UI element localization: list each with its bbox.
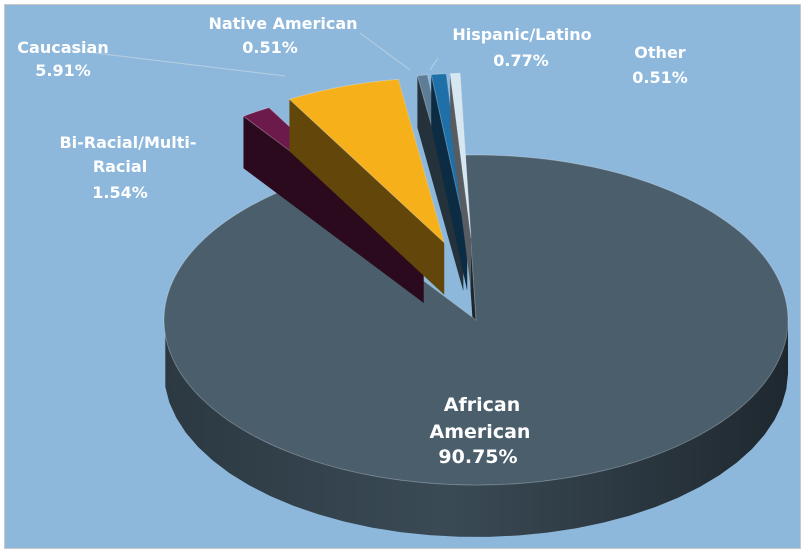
slice-side-african-american [165, 321, 789, 537]
leader-line-native-american [359, 32, 411, 71]
slice-caucasian [288, 78, 446, 295]
slice-wall-caucasian [289, 99, 445, 295]
slice-wall-hispanic-latino [431, 74, 468, 291]
slice-labels: Caucasian 5.91% Native American 0.51% Hi… [17, 14, 687, 468]
label-biracial-line2: Racial [93, 157, 147, 176]
label-biracial-line1: Bi-Racial/Multi- [59, 133, 196, 152]
value-african-american: 90.75% [438, 446, 517, 468]
slice-other [449, 72, 472, 291]
label-african-american-line2: American [430, 421, 531, 443]
leader-line-hispanic [429, 57, 439, 71]
slice-top-other [449, 72, 472, 239]
label-african-american-line1: African [444, 394, 520, 416]
value-caucasian: 5.91% [35, 61, 91, 80]
value-hispanic-latino: 0.77% [493, 51, 549, 70]
leader-line-caucasian [69, 49, 286, 77]
slice-top-african-american [163, 154, 789, 486]
value-biracial: 1.54% [92, 183, 148, 202]
label-hispanic-latino: Hispanic/Latino [452, 25, 591, 44]
label-native-american: Native American [208, 14, 357, 33]
pie-slices [163, 72, 789, 537]
slice-wall-other [450, 73, 472, 291]
slice-african-american [163, 154, 789, 537]
label-other: Other [634, 43, 685, 62]
value-native-american: 0.51% [242, 38, 298, 57]
value-other: 0.51% [632, 68, 688, 87]
slice-top-caucasian [288, 78, 446, 245]
label-caucasian: Caucasian [17, 38, 108, 57]
slice-top-hispanic-latino [430, 73, 468, 239]
